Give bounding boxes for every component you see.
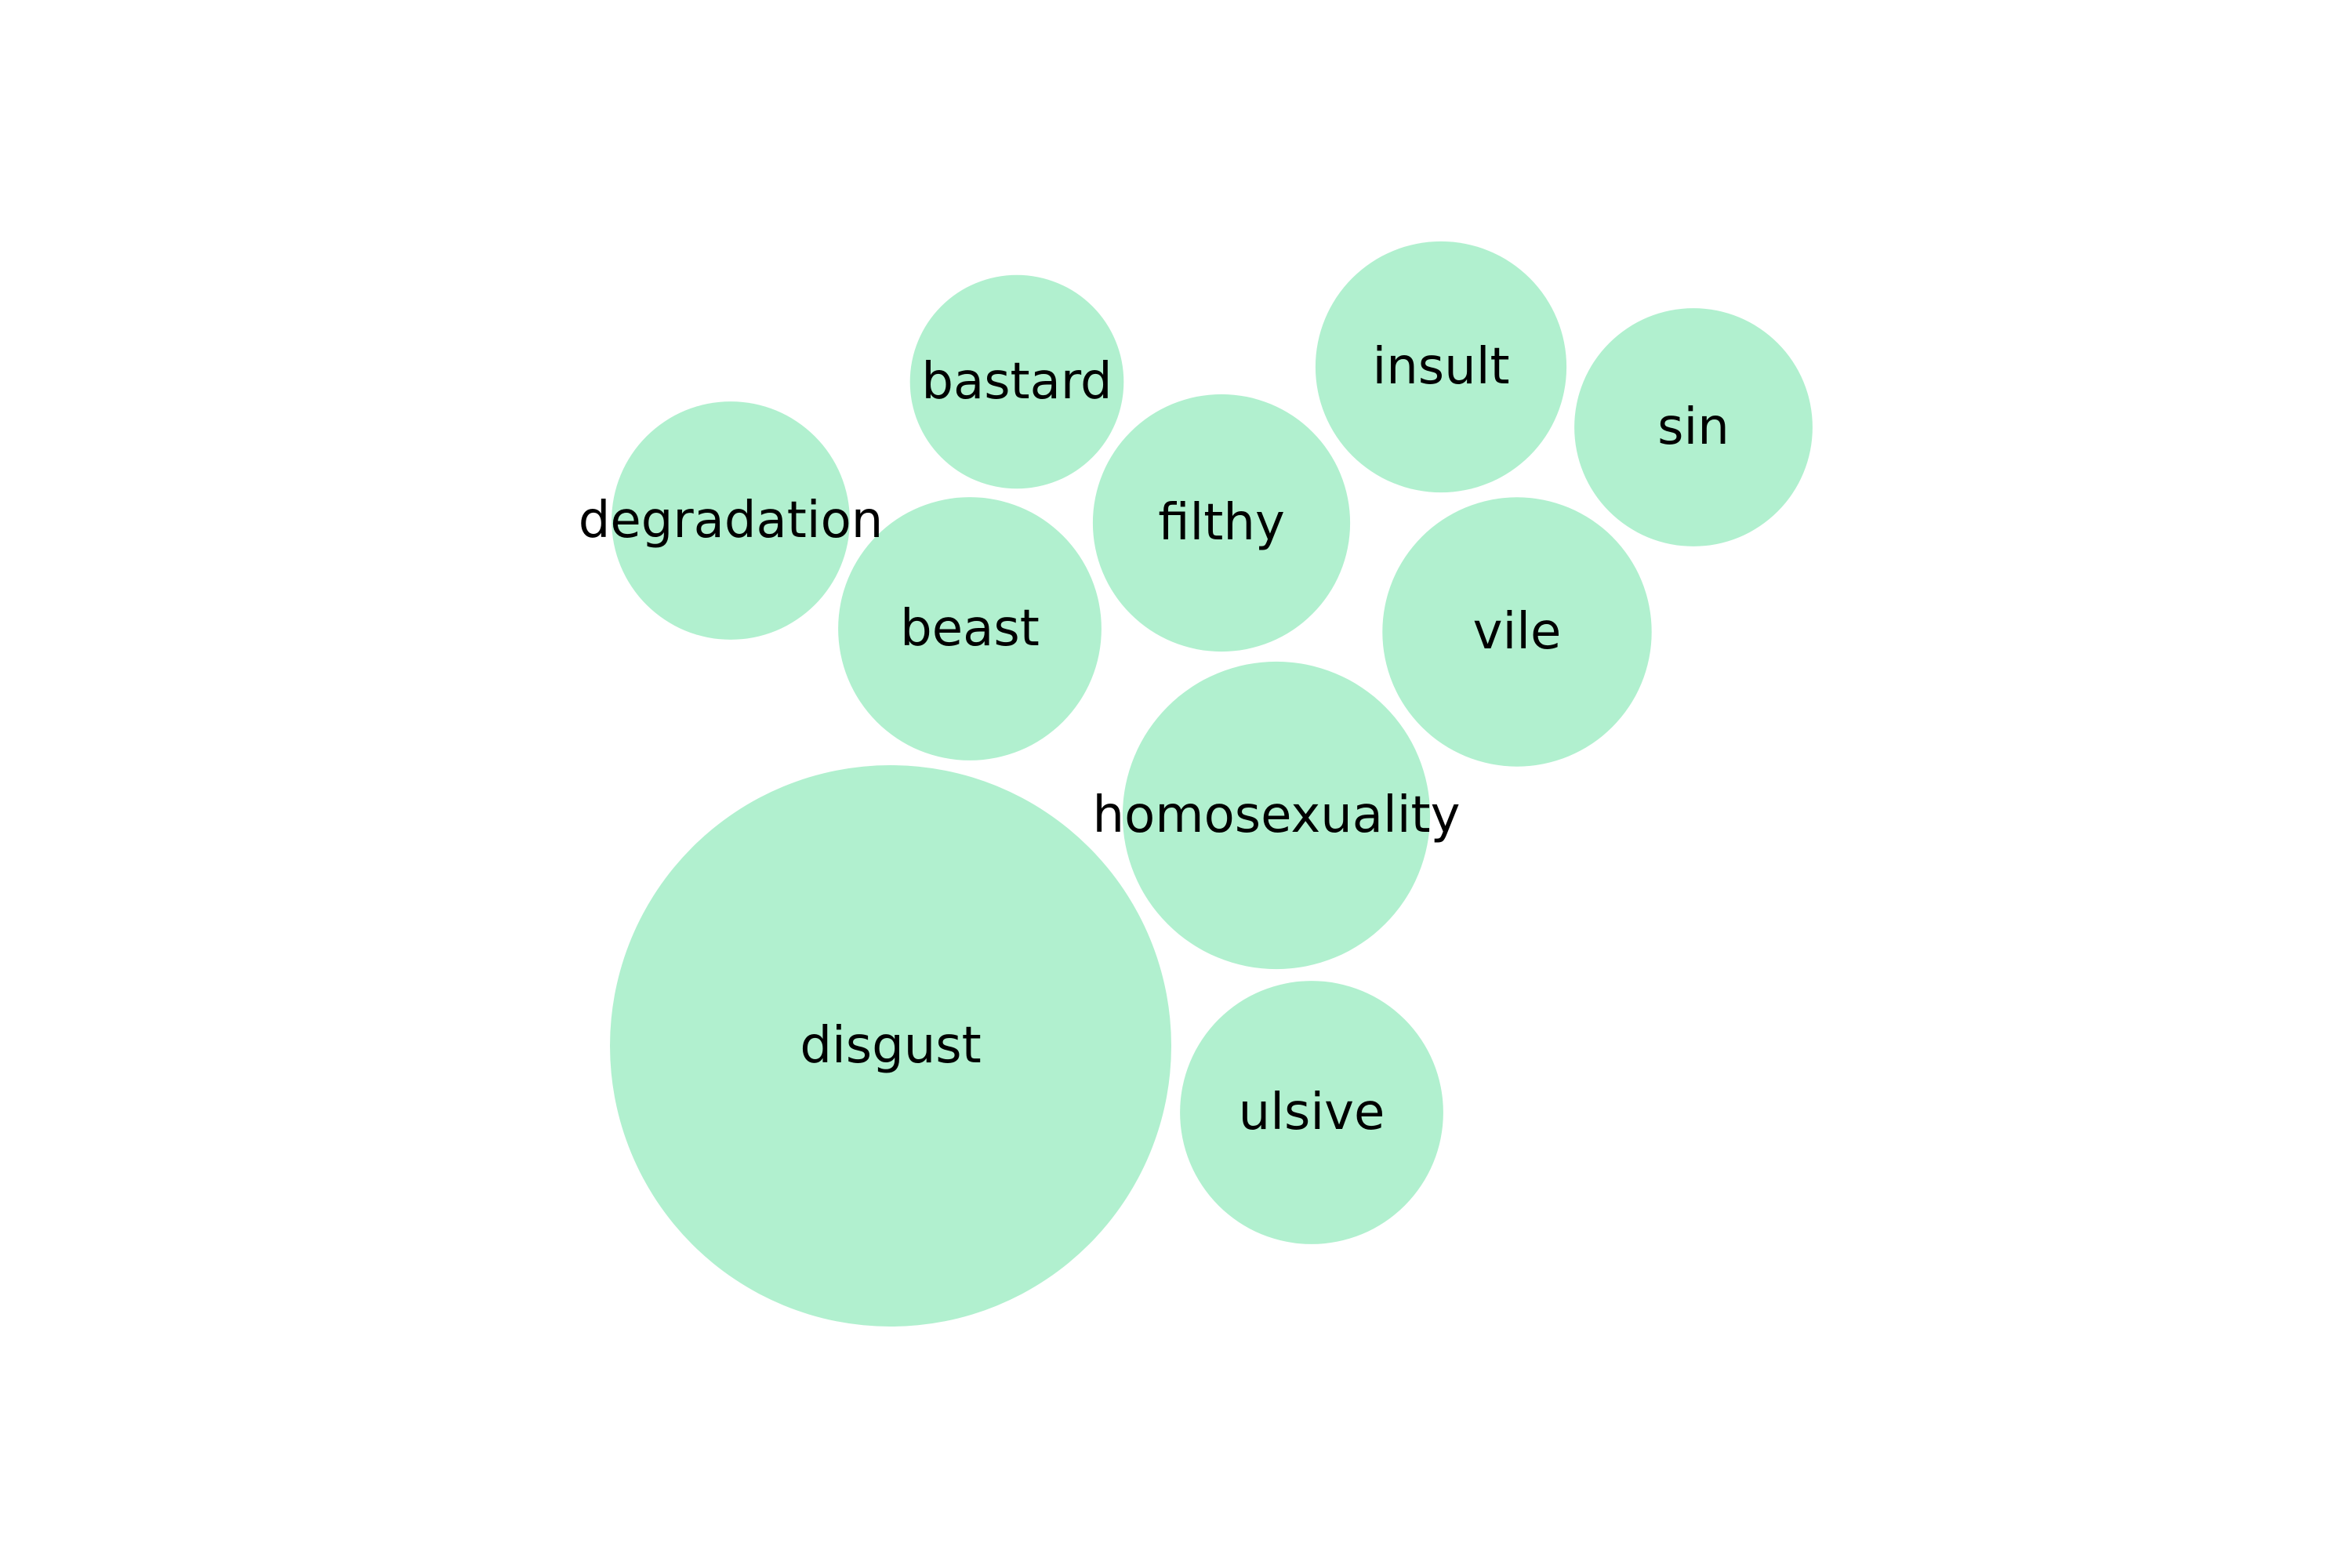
bubble-beast: [838, 497, 1102, 760]
bubble-circle-disgust: [610, 765, 1171, 1327]
bubble-circle-homosexuality: [1122, 661, 1431, 970]
bubble-circle-degradation: [612, 401, 850, 640]
bubble-circle-beast: [838, 497, 1102, 760]
bubble-label-filthy: filthy: [1158, 494, 1285, 552]
bubble-insult: [1315, 241, 1567, 493]
bubble-label-insult: insult: [1372, 338, 1509, 396]
bubble-disgust: [610, 765, 1171, 1327]
bubble-circle-insult: [1315, 241, 1567, 493]
bubble-label-sin: sin: [1657, 398, 1730, 456]
bubble-bastard: [909, 274, 1124, 489]
bubble-ulsive: [1180, 981, 1443, 1244]
bubble-circle-bastard: [909, 274, 1124, 489]
bubble-vile: [1382, 497, 1652, 767]
bubble-filthy: [1092, 394, 1351, 652]
bubble-label-homosexuality: homosexuality: [1093, 786, 1461, 844]
bubble-circle-sin: [1574, 308, 1813, 546]
bubble-label-beast: beast: [900, 600, 1040, 658]
bubble-label-ulsive: ulsive: [1239, 1083, 1385, 1142]
bubble-label-bastard: bastard: [921, 353, 1112, 411]
bubble-circle-filthy: [1092, 394, 1351, 652]
bubble-homosexuality: [1122, 661, 1431, 970]
bubble-sin: [1574, 308, 1813, 546]
bubble-label-disgust: disgust: [800, 1017, 981, 1075]
bubble-circle-vile: [1382, 497, 1652, 767]
bubble-label-vile: vile: [1473, 603, 1562, 661]
bubble-label-degradation: degradation: [579, 492, 884, 550]
bubble-degradation: [612, 401, 850, 640]
bubble-circle-ulsive: [1180, 981, 1443, 1244]
